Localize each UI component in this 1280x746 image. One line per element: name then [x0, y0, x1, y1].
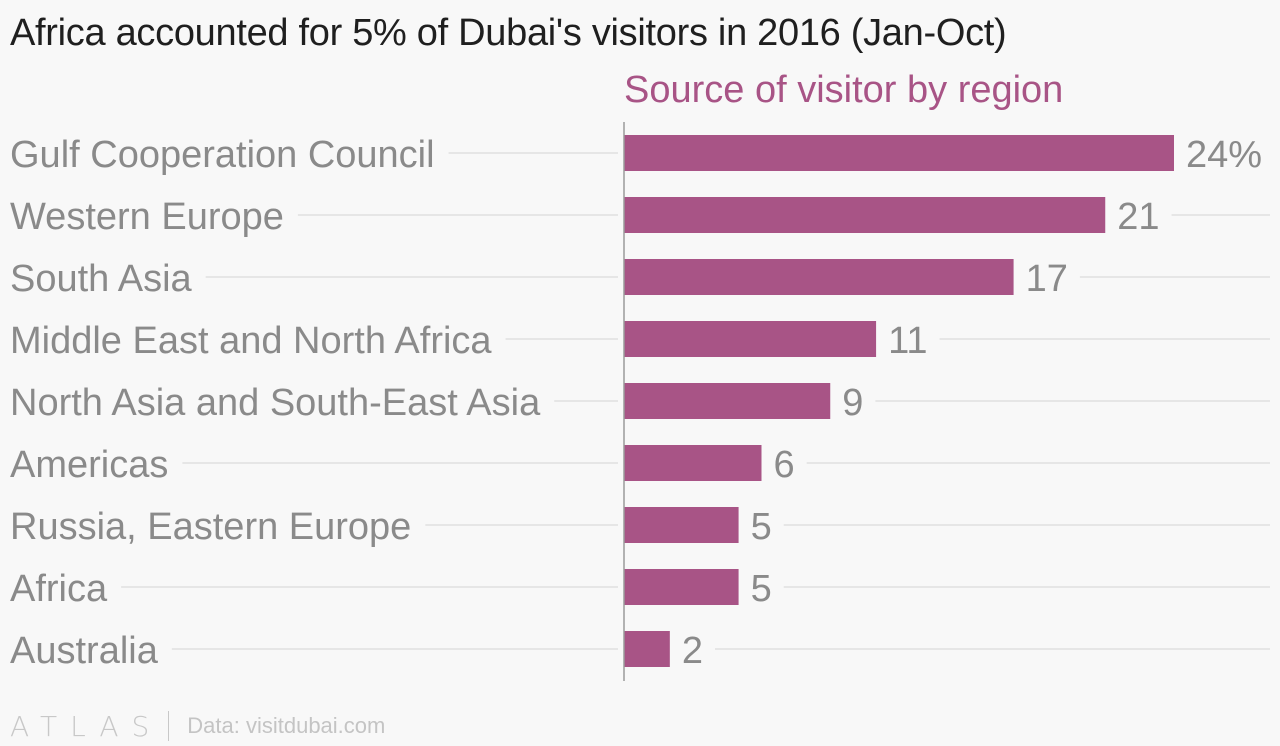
category-label: Middle East and North Africa — [10, 320, 492, 362]
bar — [624, 135, 1174, 171]
footer-divider — [168, 711, 170, 741]
category-label: Americas — [10, 444, 168, 486]
category-label: North Asia and South-East Asia — [10, 382, 541, 424]
category-label: Australia — [10, 630, 159, 672]
value-label: 5 — [751, 568, 772, 610]
category-label: Western Europe — [10, 196, 284, 238]
chart-title: Africa accounted for 5% of Dubai's visit… — [10, 12, 1007, 54]
chart-subtitle: Source of visitor by region — [624, 69, 1063, 111]
value-label: 17 — [1026, 258, 1068, 300]
bar — [624, 445, 762, 481]
value-label: 9 — [842, 382, 863, 424]
bar — [624, 631, 670, 667]
category-label: Gulf Cooperation Council — [10, 134, 435, 176]
atlas-logo: ATLAS — [10, 709, 163, 743]
category-label: South Asia — [10, 258, 193, 300]
category-label: Russia, Eastern Europe — [10, 506, 411, 548]
value-label: 24% — [1186, 134, 1262, 176]
bar — [624, 321, 877, 357]
bar — [624, 259, 1014, 295]
data-source: Data: visitdubai.com — [187, 713, 386, 738]
bar — [624, 569, 739, 605]
value-label: 6 — [774, 444, 795, 486]
bar — [624, 383, 831, 419]
chart-footer: ATLAS Data: visitdubai.com — [10, 706, 385, 746]
bar — [624, 197, 1106, 233]
value-label: 2 — [682, 630, 703, 672]
value-label: 21 — [1117, 196, 1159, 238]
value-label: 11 — [888, 320, 927, 362]
category-label: Africa — [10, 568, 108, 610]
bar — [624, 507, 739, 543]
value-label: 5 — [751, 506, 772, 548]
